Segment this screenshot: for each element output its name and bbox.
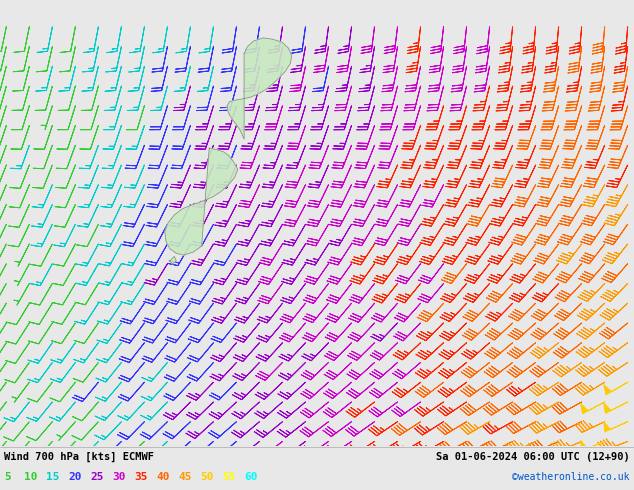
Text: 25: 25 [90,472,103,482]
Text: 55: 55 [222,472,235,482]
Text: 20: 20 [68,472,82,482]
Text: 40: 40 [156,472,169,482]
Text: 10: 10 [24,472,37,482]
Text: 15: 15 [46,472,60,482]
Polygon shape [170,256,176,264]
Text: 45: 45 [178,472,191,482]
Text: 30: 30 [112,472,126,482]
Text: 5: 5 [4,472,11,482]
Text: 35: 35 [134,472,148,482]
Text: 60: 60 [244,472,257,482]
Polygon shape [227,38,292,139]
Text: ©weatheronline.co.uk: ©weatheronline.co.uk [512,472,630,482]
Polygon shape [165,148,238,255]
Text: 50: 50 [200,472,214,482]
Text: Wind 700 hPa [kts] ECMWF: Wind 700 hPa [kts] ECMWF [4,452,154,462]
Text: Sa 01-06-2024 06:00 UTC (12+90): Sa 01-06-2024 06:00 UTC (12+90) [436,452,630,462]
